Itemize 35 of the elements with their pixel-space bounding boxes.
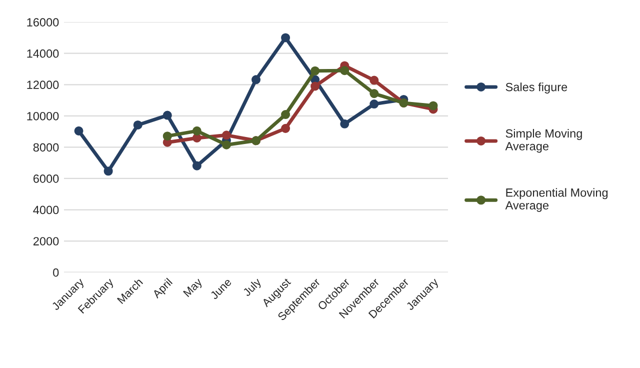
y-tick-label: 6000	[33, 174, 59, 183]
point	[162, 132, 172, 141]
y-tick-label: 14000	[27, 49, 59, 58]
point	[340, 66, 350, 76]
point	[281, 124, 290, 133]
point	[251, 75, 261, 84]
point	[162, 110, 172, 120]
point	[222, 130, 231, 140]
point	[192, 161, 202, 170]
x-tick-label: May	[183, 277, 204, 299]
point	[74, 126, 84, 136]
point	[370, 76, 379, 85]
y-tick-label: 16000	[27, 18, 59, 26]
point	[370, 89, 379, 98]
point	[133, 120, 142, 130]
point	[370, 100, 379, 109]
point	[104, 166, 113, 176]
y-tick-label: 2000	[33, 237, 59, 246]
point	[340, 119, 350, 128]
legend-label: Exponential Moving Average	[505, 188, 608, 212]
legend-label: Simple Moving Average	[505, 128, 582, 153]
point	[310, 82, 320, 91]
point	[310, 66, 320, 76]
y-tick-label: 0	[53, 268, 59, 277]
x-tick-label: July	[242, 277, 264, 298]
y-tick-label: 12000	[27, 80, 59, 90]
point	[222, 140, 231, 150]
point	[281, 33, 290, 42]
legend-label: Sales figure	[506, 82, 568, 94]
point	[281, 110, 290, 120]
y-tick-label: 10000	[27, 112, 59, 120]
y-tick-label: 4000	[33, 206, 59, 214]
point	[192, 126, 202, 136]
point	[428, 101, 438, 110]
y-tick-label: 8000	[33, 143, 59, 152]
